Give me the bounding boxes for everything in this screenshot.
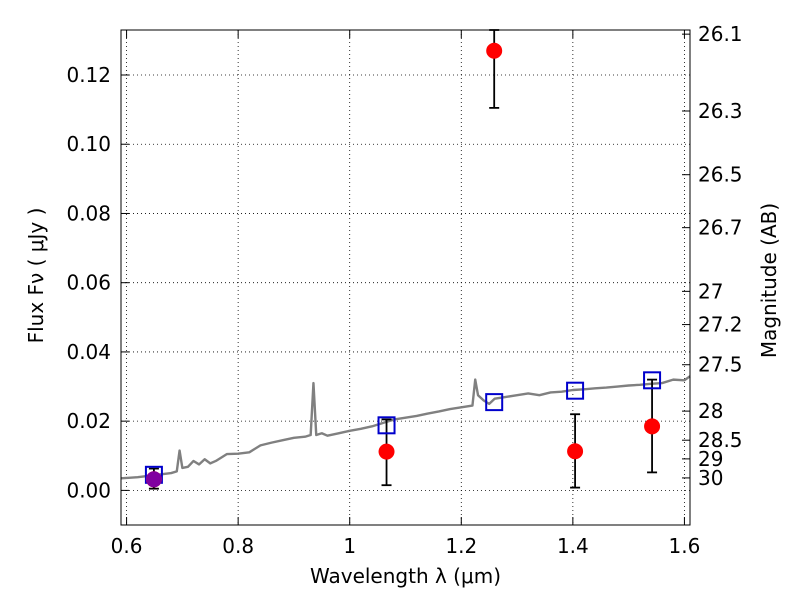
y-tick-label: 0.00	[66, 478, 111, 502]
right-tick-label: 28	[698, 399, 723, 423]
right-axis-label: Magnitude (AB)	[757, 203, 781, 358]
y-tick-label: 0.12	[66, 63, 111, 87]
right-tick-label: 28.5	[698, 428, 743, 452]
model-square-marker	[643, 371, 662, 390]
y-tick-label: 0.10	[66, 132, 111, 156]
right-tick-label: 26.5	[698, 163, 743, 187]
model-square-marker	[377, 416, 396, 435]
y-axis-label: Flux Fν ( μJy )	[24, 208, 48, 344]
x-tick-label: 1.6	[669, 534, 701, 558]
right-tick-label: 26.1	[698, 22, 743, 46]
right-tick-label: 27.5	[698, 353, 743, 377]
right-tick-label: 26.7	[698, 216, 743, 240]
observed-circle-marker	[567, 443, 584, 460]
model-square-marker	[566, 381, 585, 400]
y-tick-label: 0.02	[66, 409, 111, 433]
x-tick-label: 1.2	[445, 534, 477, 558]
x-tick-label: 0.8	[222, 534, 254, 558]
model-square-marker	[485, 393, 504, 412]
y-tick-label: 0.06	[66, 271, 111, 295]
spectrum-line	[120, 375, 691, 480]
right-tick-label: 27	[698, 279, 723, 303]
ticks: 0.6 0.8 1 1.2 1.4 1.6 0.00 0.02 0.04 0.06 0.08 0.10…	[66, 22, 742, 558]
x-tick-label: 1.4	[557, 534, 589, 558]
right-tick-label: 27.2	[698, 313, 743, 337]
plot-frame	[120, 29, 691, 526]
observed-circle-marker	[644, 418, 661, 435]
x-axis-label: Wavelength λ (μm)	[310, 564, 501, 588]
grid	[121, 30, 690, 525]
observed-circle-marker	[486, 42, 503, 59]
x-tick-label: 0.6	[111, 534, 143, 558]
x-tick-label: 1	[343, 534, 356, 558]
y-tick-label: 0.08	[66, 201, 111, 225]
right-tick-label: 29	[698, 447, 723, 471]
observed-circle-marker	[378, 443, 395, 460]
highlight-marker	[145, 471, 162, 488]
right-tick-label: 30	[698, 466, 723, 490]
right-tick-label: 26.3	[698, 99, 743, 123]
plot-area	[120, 29, 691, 490]
y-tick-label: 0.04	[66, 340, 111, 364]
